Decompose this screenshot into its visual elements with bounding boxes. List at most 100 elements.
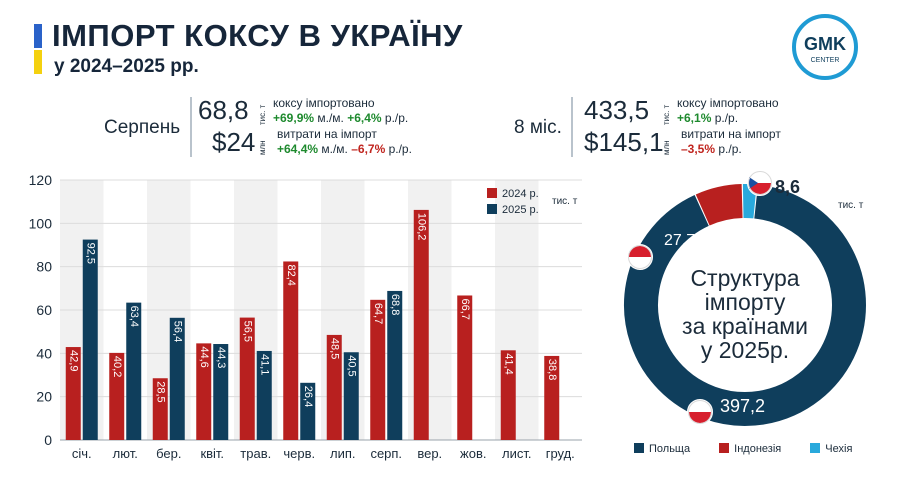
kpi-ytd-cost-yy-suffix: р./р. xyxy=(715,142,742,156)
donut-title-line: за країнами xyxy=(682,313,808,339)
donut-title-line: у 2025р. xyxy=(701,337,789,363)
bar-2024 xyxy=(326,334,342,440)
bar-label-2024: 40,2 xyxy=(111,356,123,377)
kpi-ytd-volume-yy: +6,1% xyxy=(677,111,712,125)
bar-label-2025: 56,4 xyxy=(171,321,183,342)
legend-item-poland: Польща xyxy=(634,443,690,455)
bar-label-2025: 40,5 xyxy=(345,355,357,376)
flag-badge-ring xyxy=(628,245,652,269)
column-band xyxy=(234,180,278,440)
kpi-ytd-cost-change: –3,5% р./р. xyxy=(681,142,742,156)
kpi-ytd-volume-change: +6,1% р./р. xyxy=(677,111,738,125)
legend-label-poland: Польща xyxy=(649,443,691,455)
legend-label-2025: 2025 р. xyxy=(502,204,539,216)
y-tick-label: 60 xyxy=(36,302,52,318)
indonesia-flag-icon xyxy=(627,244,653,270)
slice-label-poland: 397,2 xyxy=(720,396,765,416)
kpi-month-volume-yy: +6,4% xyxy=(347,111,382,125)
flag-badge-ring xyxy=(748,171,772,195)
legend-swatch-2025 xyxy=(487,204,497,214)
bar-label-2025: 44,3 xyxy=(215,347,227,368)
bar-label-2024: 42,9 xyxy=(67,350,79,371)
bar-2025 xyxy=(300,382,316,440)
flag-bottom-half xyxy=(629,257,651,268)
legend-item-indonesia: Індонезія xyxy=(719,443,781,455)
kpi-month-cost-unit: млн xyxy=(258,140,267,155)
kpi-divider xyxy=(190,97,192,157)
x-tick-label: черв. xyxy=(283,446,315,461)
kpi-month-volume-change: +69,9% м./м. +6,4% р./р. xyxy=(273,111,408,125)
flag-chevron xyxy=(749,177,758,189)
slice-label-czech: 8,6 xyxy=(775,177,800,197)
kpi-ytd-cost-desc: витрати на імпорт xyxy=(681,127,781,141)
kpi-ytd-cost: $145,1 xyxy=(584,127,664,157)
x-tick-label: лют. xyxy=(113,446,138,461)
kpi-month-cost: $24 xyxy=(212,127,256,157)
column-band xyxy=(321,180,365,440)
x-tick-label: жов. xyxy=(460,446,486,461)
column-band xyxy=(147,180,191,440)
bar-2025 xyxy=(213,344,229,440)
y-tick-label: 0 xyxy=(44,432,52,448)
flag-badge-ring xyxy=(688,400,712,424)
legend-swatch-poland xyxy=(634,443,644,453)
bar-label-2024: 106,2 xyxy=(415,213,427,241)
flag-top-half xyxy=(749,172,771,183)
kpi-month-volume-desc: коксу імпортовано xyxy=(273,96,375,110)
bar-label-2024: 56,5 xyxy=(241,321,253,342)
kpi-month-label: Серпень xyxy=(104,117,181,138)
bar-label-2024: 44,6 xyxy=(198,346,210,367)
x-tick-label: бер. xyxy=(156,446,181,461)
bar-2025 xyxy=(169,317,185,440)
kpi-ytd-cost-yy: –3,5% xyxy=(681,142,716,156)
donut-legend: Польща Індонезія Чехія xyxy=(634,443,852,455)
gmk-center-logo: GMK CENTER xyxy=(792,14,858,80)
bar-2024 xyxy=(283,261,299,440)
legend-swatch-czech xyxy=(810,443,821,453)
x-tick-label: квіт. xyxy=(200,446,224,461)
kpi-month-cost-desc: витрати на імпорт xyxy=(277,127,377,141)
kpi-month-volume-mm: +69,9% xyxy=(273,111,315,125)
flag-top-half xyxy=(689,401,711,412)
page-title: ІМПОРТ КОКСУ В УКРАЇНУ xyxy=(52,18,463,53)
legend-item-czech: Чехія xyxy=(810,443,852,455)
logo-text-center: CENTER xyxy=(811,57,840,64)
bar-label-2025: 68,8 xyxy=(389,294,401,315)
bar-label-2024: 41,4 xyxy=(502,353,514,374)
x-tick-label: серп. xyxy=(370,446,402,461)
bar-label-2024: 38,8 xyxy=(546,359,558,380)
kpi-month-volume-yy-suffix: р./р. xyxy=(381,111,409,125)
column-band xyxy=(408,180,452,440)
y-tick-label: 120 xyxy=(29,172,53,188)
donut-unit-label: тис. т xyxy=(838,200,864,211)
bar-2024 xyxy=(239,317,255,440)
flag-badge-bg xyxy=(747,170,773,196)
kpi-ytd-volume-desc: коксу імпортовано xyxy=(677,96,779,110)
column-band xyxy=(60,180,104,440)
bar-label-2025: 92,5 xyxy=(84,243,96,264)
legend-label-czech: Чехія xyxy=(825,443,853,455)
kpi-month-volume: 68,8 xyxy=(198,95,249,125)
unit-label: тис. т xyxy=(552,196,578,207)
kpi-ytd-volume: 433,5 xyxy=(584,95,650,125)
bar-2025 xyxy=(126,302,142,440)
column-band xyxy=(495,180,539,440)
x-tick-label: груд. xyxy=(546,446,575,461)
kpi-divider xyxy=(571,97,573,157)
flag-yellow xyxy=(34,50,42,74)
x-tick-label: вер. xyxy=(417,446,442,461)
kpi-month-cost-yy: –6,7% xyxy=(351,142,386,156)
y-tick-label: 20 xyxy=(36,389,52,405)
flag-bottom-half xyxy=(749,183,771,194)
bar-label-2024: 64,7 xyxy=(372,303,384,324)
slice-indonesia xyxy=(695,184,744,226)
kpi-month-cost-mm: +64,4% xyxy=(277,142,319,156)
slice-poland xyxy=(624,184,866,426)
bar-label-2024: 66,7 xyxy=(459,298,471,319)
kpi-ytd-volume-yy-suffix: р./р. xyxy=(711,111,739,125)
bar-2025 xyxy=(387,290,403,440)
legend-swatch-indonesia xyxy=(719,443,730,453)
bar-2024 xyxy=(544,355,560,440)
x-tick-label: лип. xyxy=(330,446,356,461)
bar-2024 xyxy=(413,209,429,440)
